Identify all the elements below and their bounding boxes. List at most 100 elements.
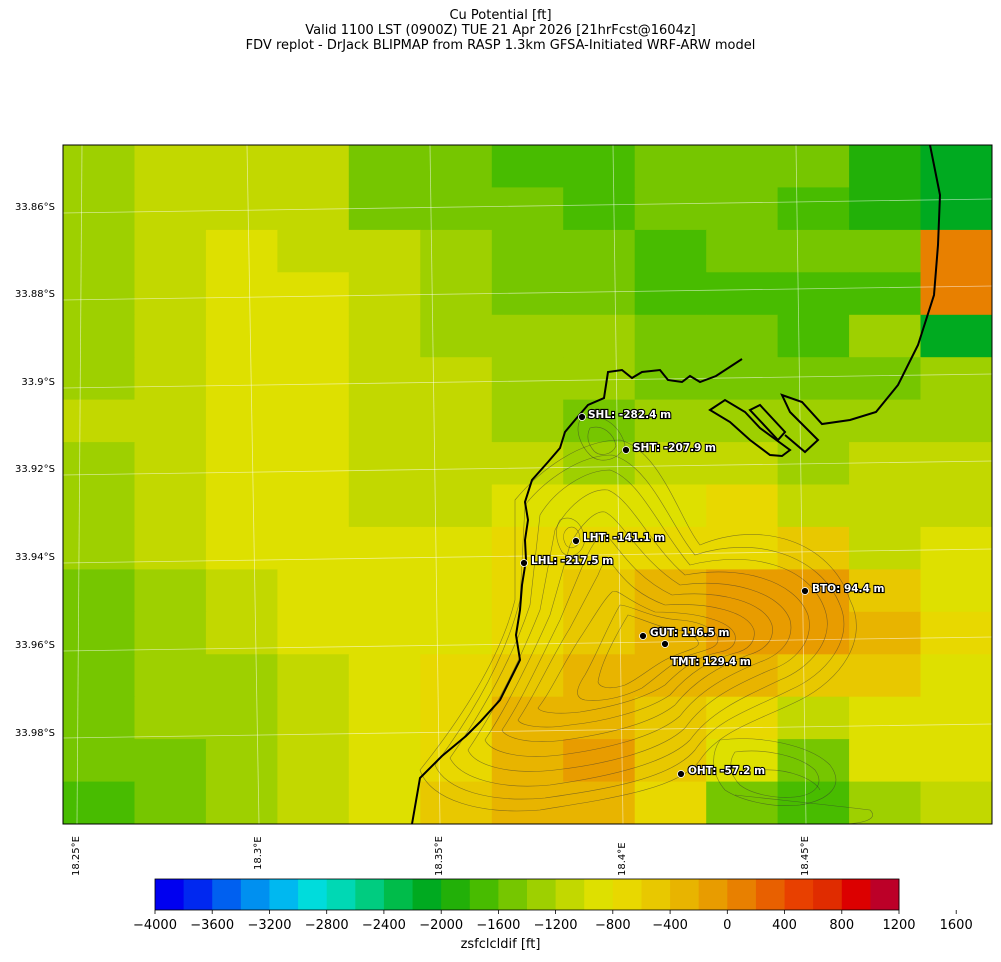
- grid-cell: [777, 739, 850, 783]
- grid-cell: [348, 314, 421, 358]
- colorbar-swatch: [670, 879, 700, 910]
- grid-cell: [563, 526, 636, 570]
- grid-cell: [63, 229, 136, 273]
- grid-cell: [420, 781, 493, 824]
- colorbar-swatch: [527, 879, 557, 910]
- grid-cell: [420, 484, 493, 528]
- colorbar-tick-label: 400: [772, 918, 797, 933]
- grid-cell: [563, 484, 636, 528]
- grid-cell: [920, 272, 992, 316]
- grid-cell: [348, 526, 421, 570]
- map-title: Cu Potential [ft] Valid 1100 LST (0900Z)…: [0, 8, 1001, 53]
- grid-cell: [777, 484, 850, 528]
- grid-cell: [920, 739, 992, 783]
- grid-cell: [920, 314, 992, 358]
- colorbar-swatch: [498, 879, 528, 910]
- station-label-tmt: TMT: 129.4 m: [671, 656, 751, 668]
- grid-cell: [277, 484, 350, 528]
- lon-label: 18.45°E: [800, 836, 811, 876]
- grid-cell: [491, 187, 564, 231]
- grid-cell: [849, 145, 922, 188]
- colorbar-swatch: [412, 879, 442, 910]
- grid-cell: [205, 484, 278, 528]
- grid-cell: [277, 442, 350, 486]
- title-line-2: Valid 1100 LST (0900Z) TUE 21 Apr 2026 […: [305, 23, 696, 38]
- grid-cell: [205, 569, 278, 613]
- grid-cell: [277, 314, 350, 358]
- grid-cell: [777, 696, 850, 740]
- grid-cell: [849, 229, 922, 273]
- grid-cell: [491, 229, 564, 273]
- colorbar-swatch: [612, 879, 642, 910]
- station-label-bto: BTO: 94.4 m: [812, 583, 885, 595]
- station-marker-shl: [578, 413, 586, 421]
- grid-cell: [920, 484, 992, 528]
- grid-cell: [777, 781, 850, 824]
- grid-cell: [634, 442, 707, 486]
- grid-cell: [849, 654, 922, 698]
- colorbar-swatch: [813, 879, 843, 910]
- grid-cell: [420, 229, 493, 273]
- grid-cell: [63, 739, 136, 783]
- colorbar-swatch: [698, 879, 728, 910]
- grid-cell: [563, 611, 636, 655]
- grid-cell: [277, 654, 350, 698]
- station-label-lhl: LHL: -217.5 m: [531, 555, 613, 567]
- grid-cell: [134, 739, 207, 783]
- grid-cell: [849, 611, 922, 655]
- colorbar-swatch: [212, 879, 242, 910]
- grid-cell: [420, 145, 493, 188]
- station-label-lht: LHT: -141.1 m: [583, 532, 665, 544]
- colorbar-swatch: [555, 879, 585, 910]
- graticule: [63, 145, 992, 824]
- grid-cell: [205, 187, 278, 231]
- grid-cell: [277, 357, 350, 401]
- grid-cell: [420, 399, 493, 443]
- grid-cell: [849, 399, 922, 443]
- grid-cell: [134, 442, 207, 486]
- grid-cell: [491, 654, 564, 698]
- grid-cell: [563, 357, 636, 401]
- grid-cell: [777, 357, 850, 401]
- grid-cell: [348, 145, 421, 188]
- grid-cell: [134, 569, 207, 613]
- grid-cell: [634, 187, 707, 231]
- colorbar-swatch: [641, 879, 671, 910]
- colorbar-swatch: [383, 879, 413, 910]
- station-marker-lhl: [520, 559, 528, 567]
- grid-cell: [706, 654, 779, 698]
- grid-cell: [134, 654, 207, 698]
- grid-cell: [634, 145, 707, 188]
- lat-label: 33.88°S: [15, 289, 55, 300]
- grid-cell: [634, 739, 707, 783]
- colorbar-swatch: [784, 879, 814, 910]
- colorbar-swatch: [584, 879, 614, 910]
- grid-cell: [277, 526, 350, 570]
- grid-cell: [348, 357, 421, 401]
- grid-cell: [348, 611, 421, 655]
- grid-cell: [277, 739, 350, 783]
- grid-cell: [706, 696, 779, 740]
- grid-cell: [706, 399, 779, 443]
- grid-cell: [134, 357, 207, 401]
- grid-cell: [134, 272, 207, 316]
- grid-cell: [205, 357, 278, 401]
- grid-cell: [920, 399, 992, 443]
- colorbar-tick-label: −400: [652, 918, 688, 933]
- station-labels: SHL: -282.4 m SHT: -207.9 m LHT: -141.1 …: [530, 408, 886, 778]
- station-label-sht: SHT: -207.9 m: [633, 442, 716, 454]
- grid-cell: [491, 145, 564, 188]
- grid-cell: [491, 569, 564, 613]
- grid-cell: [634, 229, 707, 273]
- grid-cell: [63, 442, 136, 486]
- grid-cell: [920, 357, 992, 401]
- colorbar-swatch: [755, 879, 785, 910]
- map-frame: [62, 144, 993, 825]
- grid-cell: [277, 229, 350, 273]
- colorbar-frame: [154, 878, 900, 911]
- grid-cell: [706, 187, 779, 231]
- colorbar-tick-label: −2000: [419, 918, 464, 933]
- grid-cell: [849, 187, 922, 231]
- grid-cell: [205, 526, 278, 570]
